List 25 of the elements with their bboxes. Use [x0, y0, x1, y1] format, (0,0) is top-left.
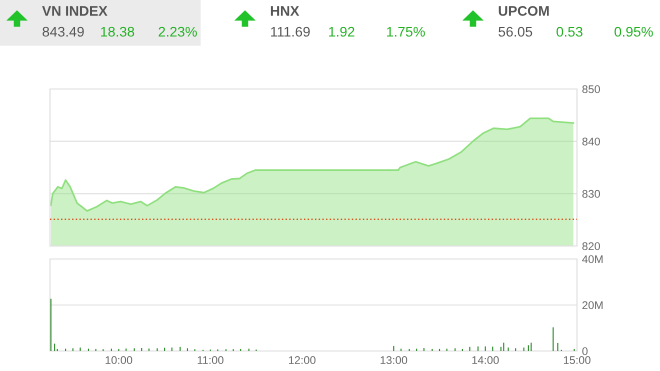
- y-tick-label: 850: [582, 85, 600, 94]
- y-tick-label: 20M: [582, 301, 603, 310]
- y-tick-label: 0: [582, 347, 588, 356]
- text: 1.92: [329, 26, 354, 37]
- x-tick-label: 11:00: [198, 356, 224, 364]
- x-tick-label: 14:00: [472, 356, 499, 364]
- text: 0.95%: [614, 26, 653, 37]
- x-tick-label: 10:00: [106, 356, 132, 364]
- text: 0.53: [556, 26, 582, 37]
- x-tick-label: 13:00: [380, 356, 408, 364]
- x-tick-label: 12:00: [288, 356, 316, 364]
- text: HNX: [270, 6, 300, 16]
- text: 111.69: [271, 26, 310, 37]
- text: 1.75%: [387, 26, 425, 37]
- y-tick-label: 40M: [582, 255, 603, 264]
- text: 2.23%: [158, 26, 197, 37]
- text: 18.38: [101, 26, 134, 37]
- text: 843.49: [42, 26, 84, 37]
- text: 56.05: [498, 26, 532, 37]
- text: UPCOM: [498, 6, 549, 16]
- y-tick-label: 840: [582, 138, 600, 146]
- x-tick-label: 15:00: [564, 356, 590, 364]
- y-tick-label: 830: [582, 190, 600, 198]
- y-tick-label: 820: [582, 242, 600, 250]
- text: VN INDEX: [42, 6, 108, 16]
